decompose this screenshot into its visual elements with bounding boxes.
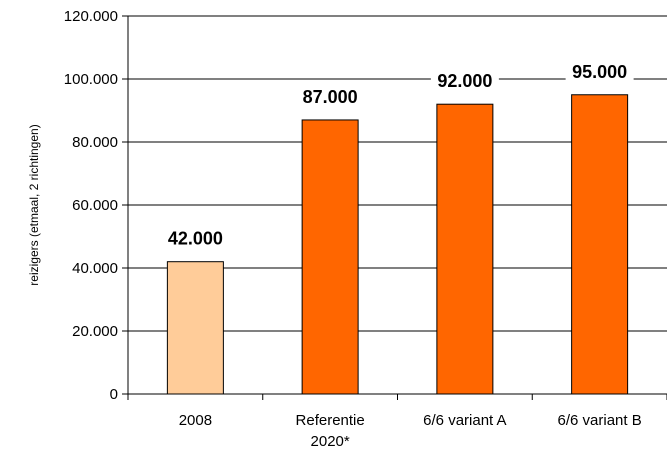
y-tick-label: 80.000 xyxy=(72,134,118,151)
data-label: 92.000 xyxy=(437,71,492,91)
category-label: Referentie xyxy=(296,412,365,429)
data-label-bg xyxy=(430,68,499,93)
category-label: 6/6 variant A xyxy=(423,412,506,429)
y-tick-label: 0 xyxy=(110,386,118,403)
bar xyxy=(301,119,359,395)
data-label: 42.000 xyxy=(168,229,223,249)
category-label: 2020* xyxy=(311,433,350,450)
data-label-bg xyxy=(296,83,365,108)
bar xyxy=(571,94,629,395)
category-label: 6/6 variant B xyxy=(558,412,642,429)
y-tick-label: 120.000 xyxy=(64,8,118,25)
data-label-bg xyxy=(161,225,230,250)
bar xyxy=(166,261,224,395)
y-tick-label: 100.000 xyxy=(64,71,118,88)
data-label: 95.000 xyxy=(572,62,627,82)
bar xyxy=(436,103,494,395)
data-label-bg xyxy=(565,58,634,83)
y-tick-label: 40.000 xyxy=(72,260,118,277)
y-tick-label: 60.000 xyxy=(72,197,118,214)
data-label: 87.000 xyxy=(303,87,358,107)
y-tick-label: 20.000 xyxy=(72,323,118,340)
category-label: 2008 xyxy=(179,412,212,429)
y-axis-label: reizigers (etmaal, 2 richtingen) xyxy=(27,124,41,285)
